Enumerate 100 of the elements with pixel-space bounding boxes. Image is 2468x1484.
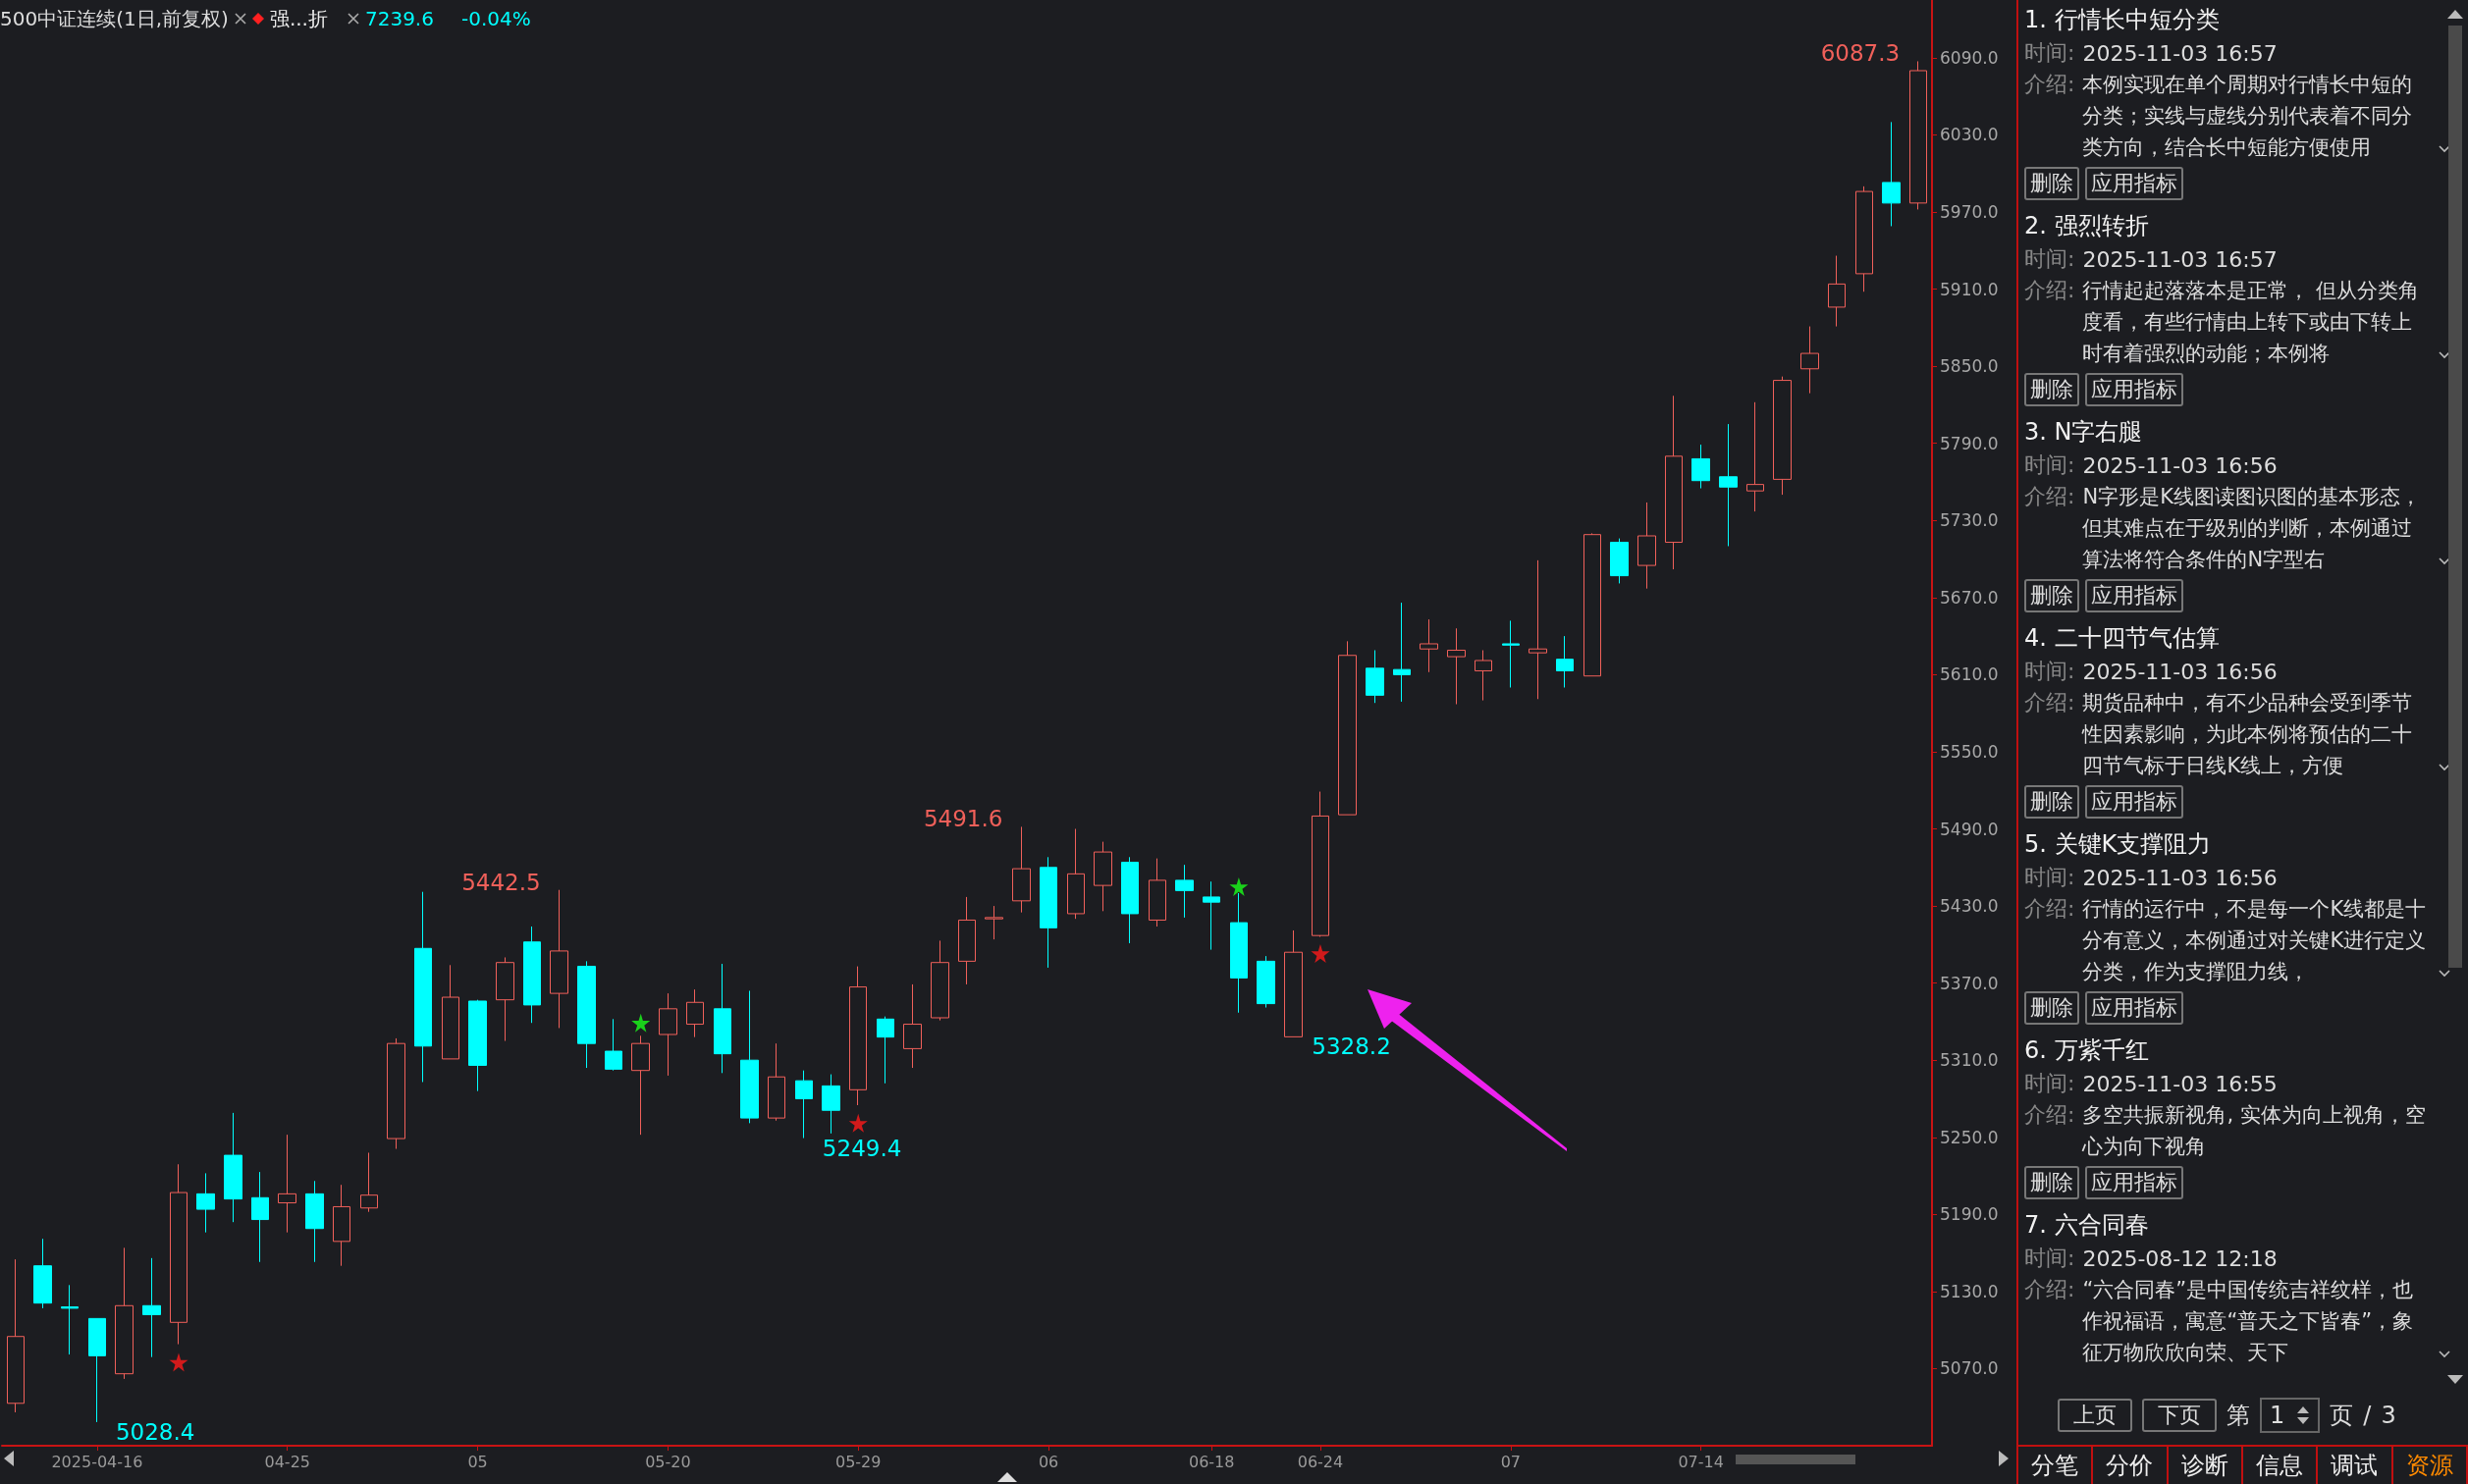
candlestick — [1420, 618, 1438, 673]
candlestick — [1855, 186, 1873, 292]
candlestick — [768, 1042, 785, 1122]
text: 5491.6 — [923, 806, 1003, 832]
x-tick-label: 05 — [467, 1452, 488, 1471]
candlestick — [1583, 532, 1601, 677]
text: 期货品种中，有不少品种会受到季节性因素影响，为此本例将预估的二十四节气标于日线K线上，方便 — [2082, 690, 2414, 779]
text: 1 — [2270, 1401, 2285, 1431]
candlestick — [1502, 619, 1520, 688]
text: 行情的运行中，不是每一个K线都是十分有意义，本例通过对关键K进行定义分类，作为支撑阻力线， — [2082, 896, 2428, 985]
candlestick — [496, 956, 514, 1042]
candlestick — [1637, 502, 1656, 590]
y-tick-label: 5190.0 — [1940, 1204, 1999, 1225]
candlestick — [523, 926, 541, 1024]
y-tick-label: 5610.0 — [1940, 664, 1999, 685]
x-tick-label: 05-29 — [834, 1452, 882, 1471]
text: 页 — [2330, 1401, 2354, 1431]
text: 删除 — [2024, 579, 2079, 612]
candlestick — [714, 963, 731, 1074]
candlestick — [1149, 858, 1166, 928]
candlestick — [360, 1151, 378, 1213]
text: 介绍: — [2024, 483, 2075, 510]
candlestick — [631, 1034, 650, 1136]
text: 介绍: — [2024, 277, 2075, 304]
text: 介绍: — [2024, 71, 2075, 98]
candlestick — [1393, 602, 1411, 703]
text: 应用指标 — [2085, 373, 2183, 406]
text: 应用指标 — [2085, 579, 2183, 612]
candlestick — [1610, 538, 1629, 584]
candlestick — [1475, 650, 1492, 702]
text: 5. 关键K支撑阻力 — [2024, 829, 2212, 860]
candlestick — [1175, 864, 1194, 919]
y-tick-label: 5250.0 — [1940, 1127, 1999, 1147]
text: 诊断 — [2180, 1451, 2228, 1481]
candlestick — [795, 1070, 813, 1140]
text: 6. 万紫千红 — [2024, 1035, 2149, 1066]
text: 介绍: — [2024, 689, 2075, 716]
y-tick-label: 5790.0 — [1940, 433, 1999, 453]
candlestick — [1447, 627, 1466, 706]
candlestick — [1040, 856, 1057, 969]
text: 2025-11-03 16:55 — [2082, 1071, 2278, 1096]
candlestick — [1203, 880, 1220, 951]
candlestick — [1067, 828, 1085, 920]
y-tick-label: 6090.0 — [1940, 47, 1999, 68]
text: 3 — [2381, 1402, 2396, 1429]
point — [1311, 944, 1330, 964]
annotation: 7239.6 — [364, 7, 434, 30]
text: 行情起起落落本是正常， 但从分类角度看，有些行情由上转下或由下转上时有着强烈的动能；本例将 — [2082, 278, 2421, 367]
point — [631, 1013, 651, 1033]
text: 时间: — [2024, 245, 2075, 273]
text: 6087.3 — [1820, 40, 1901, 67]
text: 应用指标 — [2085, 785, 2183, 819]
candlestick — [1665, 395, 1683, 570]
text: 1. 行情长中短分类 — [2024, 5, 2220, 35]
candlestick — [251, 1171, 269, 1263]
candlestick — [1121, 856, 1139, 944]
point — [1229, 876, 1249, 896]
candlestick — [1828, 255, 1846, 328]
candlestick — [1909, 60, 1927, 210]
text: 3. N字右腿 — [2024, 417, 2143, 448]
candlestick — [1746, 401, 1764, 512]
candlestick — [659, 992, 677, 1077]
text: / — [2363, 1402, 2372, 1429]
candlestick — [1691, 444, 1710, 490]
text: 介绍: — [2024, 1276, 2075, 1303]
candlestick — [1773, 376, 1792, 496]
candlestick — [61, 1284, 79, 1355]
x-tick-label: 06-24 — [1297, 1452, 1344, 1471]
candlestick — [958, 896, 976, 985]
text: 时间: — [2024, 39, 2075, 67]
text: 时间: — [2024, 451, 2075, 479]
text: 5328.2 — [1312, 1034, 1391, 1060]
candlestick — [1284, 929, 1303, 1037]
candlestick — [1338, 640, 1357, 816]
point — [848, 1113, 868, 1133]
candlestick — [740, 990, 759, 1124]
y-tick-label: 5910.0 — [1940, 279, 1999, 299]
candlestick — [1094, 841, 1112, 912]
candlestick — [577, 960, 596, 1069]
x-tick-label: 07-14 — [1678, 1452, 1724, 1471]
candlestick — [550, 889, 568, 1029]
y-tick-label: 5310.0 — [1940, 1050, 1999, 1071]
candlestick — [903, 983, 922, 1069]
candlestick — [142, 1257, 161, 1358]
candlestick — [387, 1037, 405, 1150]
text: 5249.4 — [822, 1135, 902, 1161]
text: 4. 二十四节气估算 — [2024, 623, 2220, 654]
x-tick-label: 05-20 — [645, 1452, 691, 1471]
text: 2025-11-03 16:57 — [2082, 40, 2278, 66]
text: 5442.5 — [461, 869, 541, 895]
text: 5028.4 — [115, 1418, 195, 1445]
candlestick — [414, 891, 432, 1083]
text: 删除 — [2024, 785, 2079, 819]
y-tick-label: 5970.0 — [1940, 202, 1999, 223]
text: 本例实现在单个周期对行情长中短的分类；实线与虚线分别代表着不同分类方向，结合长中短能方便使用 — [2082, 72, 2414, 161]
candlestick — [1719, 423, 1738, 547]
text: 上页 — [2058, 1399, 2132, 1432]
y-tick-label: 5070.0 — [1940, 1358, 1999, 1379]
text: 调试 — [2331, 1451, 2379, 1481]
candlestick — [1556, 635, 1574, 688]
